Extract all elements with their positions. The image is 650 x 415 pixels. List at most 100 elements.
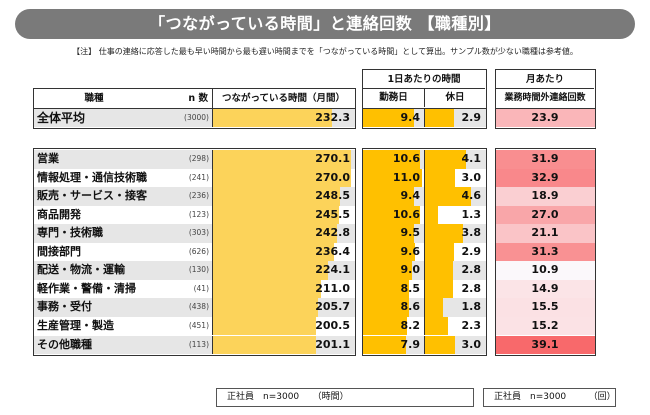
contacts-value: 39.1 — [531, 337, 559, 351]
divider — [424, 242, 425, 262]
divider — [424, 205, 425, 225]
job-label: 間接部門 — [37, 244, 81, 258]
holiday-bar — [425, 109, 454, 127]
middle-average-box: 9.4 2.9 — [362, 108, 487, 129]
connected-bar — [213, 298, 319, 317]
holiday-cell: 1.8 — [425, 298, 485, 317]
holiday-value: 3.0 — [461, 170, 482, 184]
table-row: 専門・技術職 (303) 242.8 — [34, 224, 355, 243]
connected-value: 270.0 — [315, 170, 350, 184]
workday-value: 7.9 — [400, 337, 421, 351]
divider — [424, 335, 425, 355]
connected-bar — [213, 187, 341, 206]
workday-cell: 8.2 — [363, 316, 424, 336]
holiday-bar — [425, 150, 466, 169]
holiday-value: 1.8 — [461, 300, 482, 314]
table-row: 31.9 — [496, 150, 595, 169]
workday-value: 9.4 — [400, 189, 421, 203]
note-text: 【注】 仕事の連絡に応答した最も早い時間から最も遅い時間までを「つながっている時… — [72, 47, 578, 56]
sample-size: (130) — [188, 265, 209, 275]
divider — [424, 168, 425, 188]
table-row: 情報処理・通信技術職 (241) 270.0 — [34, 168, 355, 188]
holiday-value: 1.3 — [461, 207, 482, 221]
header-n: n 数 — [154, 89, 212, 108]
divider — [212, 261, 213, 280]
job-label: 軽作業・警備・清掃 — [37, 281, 136, 295]
right-average-box: 23.9 — [495, 108, 596, 129]
page-title: 「つながっている時間」と連絡回数 【職種別】 — [15, 9, 635, 39]
footer-right: 正社員 n=3000 （回） — [483, 388, 616, 407]
table-row: 11.0 3.0 — [363, 168, 486, 188]
table-row: 9.5 3.8 — [363, 224, 486, 243]
workday-value: 8.2 — [400, 318, 421, 332]
connected-bar — [213, 168, 352, 188]
connected-bar — [213, 316, 316, 336]
workday-bar — [363, 224, 415, 243]
sample-size: (626) — [188, 246, 209, 256]
header-connected: つながっている時間（月間） — [213, 89, 354, 108]
sample-size: (236) — [188, 191, 209, 201]
table-row: 32.9 — [496, 168, 595, 188]
workday-cell: 9.5 — [363, 224, 424, 243]
divider — [212, 150, 213, 169]
table-row: 27.0 — [496, 205, 595, 225]
contacts-value: 14.9 — [531, 281, 559, 295]
table-row: 18.9 — [496, 187, 595, 206]
table-row: 21.1 — [496, 224, 595, 243]
table-row: 8.2 2.3 — [363, 316, 486, 336]
connected-cell: 270.0 — [213, 168, 354, 188]
job-label: 営業 — [37, 152, 59, 165]
workday-bar — [363, 150, 421, 169]
workday-bar — [363, 187, 414, 206]
workday-cell: 9.4 — [363, 187, 424, 206]
connected-cell: 242.8 — [213, 224, 354, 243]
sample-size: (3000) — [184, 113, 209, 122]
table-row: 間接部門 (626) 236.4 — [34, 242, 355, 262]
holiday-value: 2.8 — [461, 281, 482, 295]
workday-cell: 9.4 — [363, 109, 424, 127]
contacts-value: 31.3 — [531, 244, 559, 258]
connected-bar — [213, 109, 333, 127]
holiday-value: 4.6 — [461, 189, 482, 203]
job-label: 配送・物流・運輸 — [37, 263, 125, 277]
holiday-cell: 2.9 — [425, 109, 485, 127]
holiday-cell: 2.9 — [425, 242, 485, 262]
table-row: 10.6 1.3 — [363, 205, 486, 225]
workday-value: 10.6 — [392, 152, 420, 165]
connected-cell: 236.4 — [213, 242, 354, 262]
holiday-value: 2.9 — [461, 244, 482, 258]
table-row: 配送・物流・運輸 (130) 224.1 — [34, 261, 355, 280]
right-header-box: 月あたり 業務時間外連絡回数 — [495, 69, 596, 109]
job-label: その他職種 — [37, 337, 92, 351]
workday-cell: 10.6 — [363, 150, 424, 169]
workday-value: 9.4 — [400, 111, 421, 124]
divider — [212, 205, 213, 225]
divider — [212, 187, 213, 206]
table-row: 生産管理・製造 (451) 200.5 — [34, 316, 355, 336]
sample-size: (451) — [188, 320, 209, 330]
divider — [424, 187, 425, 206]
connected-bar — [213, 224, 338, 243]
job-label: 専門・技術職 — [37, 226, 103, 240]
header-workday: 勤務日 — [363, 89, 424, 107]
connected-cell: 211.0 — [213, 279, 354, 299]
connected-value: 248.5 — [315, 189, 350, 203]
holiday-cell: 2.3 — [425, 316, 485, 336]
divider — [424, 316, 425, 336]
sample-size: (123) — [188, 209, 209, 219]
workday-value: 9.0 — [400, 263, 421, 277]
table-row: 7.9 3.0 — [363, 335, 486, 355]
divider — [424, 224, 425, 243]
contacts-value: 23.9 — [531, 111, 559, 124]
divider — [212, 89, 213, 108]
table-row: 10.9 — [496, 261, 595, 280]
workday-bar — [363, 242, 415, 262]
divider — [424, 109, 425, 127]
middle-body-box: 10.6 4.1 11.0 3.0 9.4 4.6 10.6 1.3 9.5 3.8 9.6 2.9 9… — [362, 148, 487, 356]
connected-cell: 201.1 — [213, 335, 354, 355]
connected-value: 236.4 — [315, 244, 350, 258]
divider — [212, 316, 213, 336]
holiday-cell: 2.8 — [425, 279, 485, 299]
connected-value: 242.8 — [315, 226, 350, 240]
contacts-value: 31.9 — [531, 152, 559, 165]
